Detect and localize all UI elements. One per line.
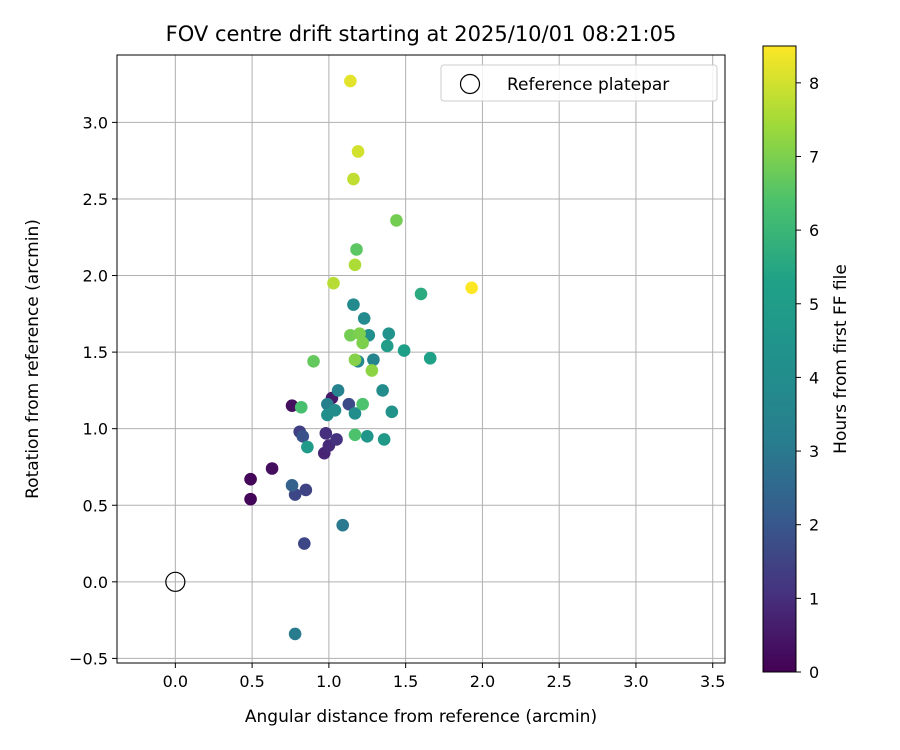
y-axis-label: Rotation from reference (arcmin) xyxy=(23,219,43,499)
x-tick-label: 0.0 xyxy=(163,672,188,691)
data-point xyxy=(288,627,302,641)
colorbar-tick-label: 6 xyxy=(809,221,819,240)
data-point xyxy=(285,479,299,492)
x-tick-label: 3.5 xyxy=(700,672,725,691)
data-point xyxy=(348,258,362,272)
y-tick-label: 0.0 xyxy=(83,573,108,592)
x-axis-ticks: 0.0 0.5 1.0 1.5 2.0 2.5 3.0 3.5 xyxy=(163,663,725,691)
data-point xyxy=(397,344,411,357)
data-point xyxy=(414,287,428,301)
data-point xyxy=(465,281,478,295)
data-point xyxy=(331,384,345,397)
grid-lines xyxy=(117,55,725,663)
x-tick-label: 0.5 xyxy=(239,672,264,691)
data-point xyxy=(423,351,437,365)
colorbar-tick-label: 7 xyxy=(809,147,819,166)
data-point xyxy=(390,214,403,227)
data-point xyxy=(244,472,257,486)
data-point xyxy=(330,433,343,446)
data-point xyxy=(296,430,310,443)
data-point xyxy=(380,339,394,353)
plot-frame xyxy=(116,54,726,664)
chart-title: FOV centre drift starting at 2025/10/01 … xyxy=(166,22,677,46)
data-point xyxy=(385,405,399,419)
reference-marker-layer xyxy=(165,571,186,592)
colorbar-label: Hours from first FF file xyxy=(831,264,851,454)
y-tick-label: −0.5 xyxy=(69,649,108,668)
data-point xyxy=(344,74,357,88)
data-point xyxy=(327,276,340,290)
colorbar-tick-label: 3 xyxy=(809,442,819,461)
colorbar-tick-label: 8 xyxy=(809,74,819,93)
data-point xyxy=(367,353,380,367)
data-points xyxy=(244,74,478,641)
data-point xyxy=(336,518,349,532)
colorbar-ticks: 0 1 2 3 4 5 6 7 8 xyxy=(796,74,819,682)
data-point xyxy=(365,364,379,377)
colorbar-tick-label: 1 xyxy=(809,589,819,608)
data-point xyxy=(376,384,389,397)
data-point xyxy=(356,397,369,411)
legend: Reference platepar xyxy=(440,64,718,102)
data-point xyxy=(347,172,360,186)
data-point xyxy=(294,400,308,414)
data-point xyxy=(350,243,363,256)
data-point xyxy=(377,433,391,446)
plot-area xyxy=(117,55,725,663)
y-tick-label: 3.0 xyxy=(83,113,108,132)
y-tick-label: 0.5 xyxy=(83,496,108,515)
y-axis-ticks: −0.5 0.0 0.5 1.0 1.5 2.0 2.5 3.0 xyxy=(69,113,117,668)
data-point xyxy=(299,483,313,497)
colorbar-tick-label: 5 xyxy=(809,295,819,314)
x-tick-label: 2.5 xyxy=(546,672,571,691)
colorbar-tick-label: 4 xyxy=(809,368,819,387)
data-point xyxy=(348,353,362,367)
data-point xyxy=(319,426,333,440)
data-point xyxy=(347,298,360,311)
data-point xyxy=(298,537,311,550)
x-tick-label: 2.0 xyxy=(470,672,495,691)
reference-platepar-marker xyxy=(165,571,186,592)
x-tick-label: 1.5 xyxy=(393,672,418,691)
x-tick-label: 3.0 xyxy=(623,672,648,691)
data-point xyxy=(307,354,320,368)
data-point xyxy=(342,397,356,411)
data-point xyxy=(348,428,362,442)
legend-entry-label: Reference platepar xyxy=(507,75,669,95)
colorbar-tick-label: 2 xyxy=(809,516,819,535)
data-point xyxy=(321,408,334,422)
y-tick-label: 2.5 xyxy=(83,190,108,209)
data-point xyxy=(357,312,371,325)
legend-box xyxy=(440,64,718,102)
y-tick-label: 1.5 xyxy=(83,343,108,362)
colorbar-tick-label: 0 xyxy=(809,663,819,682)
x-tick-label: 1.0 xyxy=(316,672,341,691)
data-point xyxy=(244,492,257,506)
data-point xyxy=(265,462,279,475)
legend-marker-icon xyxy=(459,73,481,95)
data-point xyxy=(382,327,396,341)
data-point xyxy=(351,145,365,158)
y-tick-label: 1.0 xyxy=(83,420,108,439)
colorbar: 0 1 2 3 4 5 6 7 8 Hours from first FF file xyxy=(762,45,851,682)
data-point xyxy=(301,440,314,454)
data-point xyxy=(348,407,362,420)
data-point xyxy=(360,430,374,443)
x-axis-label: Angular distance from reference (arcmin) xyxy=(245,707,597,727)
y-tick-label: 2.0 xyxy=(83,267,108,286)
data-point xyxy=(356,336,369,350)
colorbar-gradient xyxy=(762,45,797,673)
